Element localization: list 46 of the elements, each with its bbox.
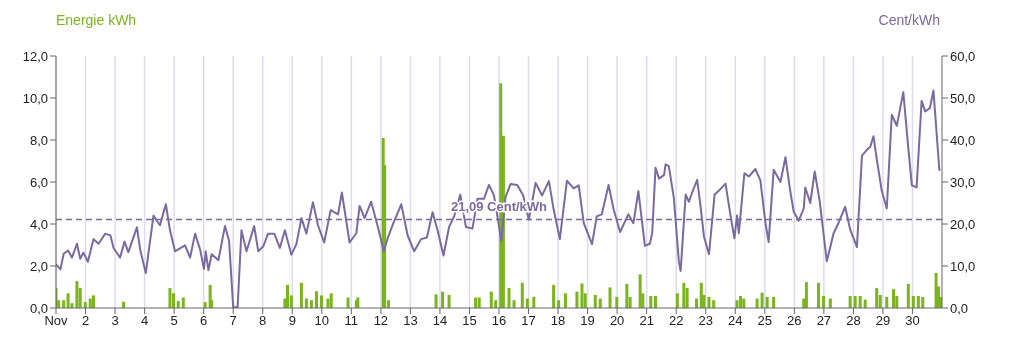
- y2-tick-label: 60,0: [950, 48, 976, 64]
- y2-axis-title: Cent/kWh: [878, 12, 940, 30]
- y-tick-label: 4,0: [29, 216, 48, 232]
- x-tick-label: 5: [170, 313, 178, 329]
- x-tick-label: 26: [787, 313, 802, 329]
- x-tick-label: 20: [609, 313, 625, 329]
- x-tick-label: 13: [403, 313, 418, 329]
- x-tick-label: 10: [314, 313, 330, 329]
- x-tick-label: 4: [140, 313, 149, 329]
- y-tick-label: 12,0: [22, 48, 48, 64]
- y-tick-label: 8,0: [29, 132, 48, 148]
- x-tick-label: 24: [728, 313, 743, 329]
- x-tick-label: 30: [905, 313, 920, 329]
- x-tick-label: 6: [200, 313, 208, 329]
- x-tick-label: 9: [288, 313, 296, 329]
- y2-tick-label: 20,0: [950, 216, 976, 232]
- x-tick-label: 2: [81, 313, 90, 329]
- x-tick-label: 27: [816, 313, 832, 329]
- x-tick-label: 19: [580, 313, 595, 329]
- y2-tick-label: 50,0: [950, 90, 976, 106]
- y2-tick-label: 40,0: [950, 132, 976, 148]
- y-tick-label: 6,0: [29, 174, 48, 190]
- x-tick-label: 23: [698, 313, 713, 329]
- y2-tick-label: 30,0: [950, 174, 976, 190]
- x-tick-label: 3: [111, 313, 119, 329]
- x-tick-label: 16: [491, 313, 507, 329]
- x-tick-label: Nov: [44, 313, 69, 329]
- x-tick-label: 25: [757, 313, 773, 329]
- y2-tick-label: 0,0: [950, 300, 969, 316]
- x-tick-label: 18: [550, 313, 566, 329]
- x-tick-label: 17: [521, 313, 536, 329]
- y2-tick-label: 10,0: [950, 258, 976, 274]
- y-tick-label: 10,0: [22, 90, 48, 106]
- x-tick-label: 14: [432, 313, 448, 329]
- x-tick-label: 29: [875, 313, 891, 329]
- y-axis-title: Energie kWh: [56, 12, 137, 30]
- y-tick-label: 2,0: [29, 258, 48, 274]
- x-tick-label: 12: [373, 313, 389, 329]
- x-tick-label: 11: [344, 313, 359, 329]
- x-tick-label: 7: [229, 313, 237, 329]
- x-tick-label: 28: [846, 313, 861, 329]
- y-tick-label: 0,0: [29, 300, 48, 316]
- x-tick-label: 22: [668, 313, 684, 329]
- x-tick-label: 21: [639, 313, 654, 329]
- x-tick-label: 8: [259, 313, 267, 329]
- x-tick-label: 15: [462, 313, 477, 329]
